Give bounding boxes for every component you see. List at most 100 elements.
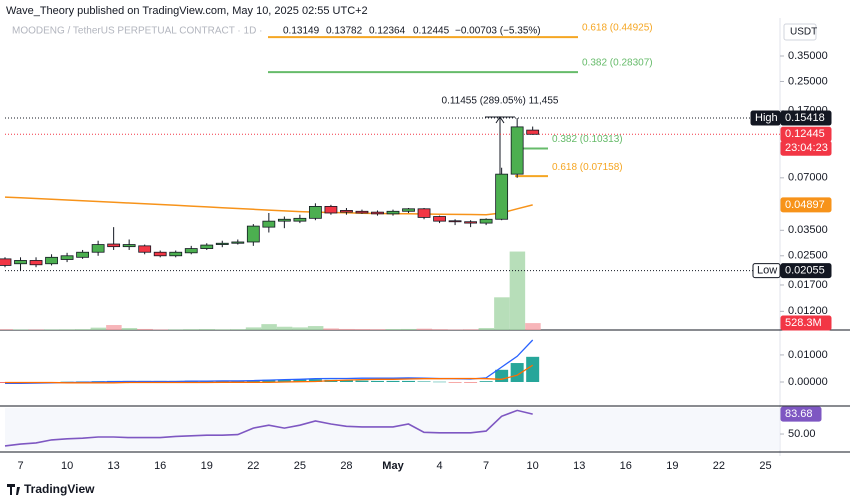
candle-body [215, 242, 229, 245]
price-tag-label: 0.04897 [785, 199, 825, 211]
candle-body [0, 258, 12, 266]
volume-bar [494, 297, 510, 330]
macd-histogram-bar [262, 379, 276, 382]
price-tag-label: 0.12445 [785, 128, 825, 140]
volume-bar [525, 323, 541, 330]
candle-body [200, 244, 214, 249]
volume-bar [447, 329, 464, 330]
volume-bar [323, 328, 339, 330]
volume-bar [75, 329, 91, 330]
currency-box[interactable] [783, 23, 817, 41]
volume-bar [276, 326, 293, 330]
volume-bar [307, 326, 324, 330]
brand-name: TradingView [24, 482, 95, 496]
macd-histogram-bar [370, 380, 384, 382]
y-tick-label: 0.07000 [788, 172, 828, 184]
signal-line [5, 364, 534, 384]
ohlc-change: −0.00703 (−5.35%) [455, 26, 541, 37]
candle-body [448, 220, 462, 223]
x-tick-label: 16 [620, 460, 632, 472]
candle-body [464, 221, 478, 224]
macd-histogram-bar [402, 380, 416, 382]
candle-body [60, 255, 74, 260]
fib-label: 0.618 (0.07158) [552, 162, 623, 173]
candle-body [14, 260, 27, 265]
macd-histogram-bar [479, 381, 493, 382]
volume-bar [432, 329, 448, 330]
x-tick-label: 10 [527, 460, 539, 472]
candle-body [479, 218, 493, 224]
ohlc-close: 0.12445 [413, 26, 450, 37]
y-tick-label: 50.00 [788, 428, 816, 440]
candle-body [246, 225, 260, 243]
candle-body [29, 260, 43, 266]
y-tick-label: 0.25000 [788, 75, 828, 87]
volume-bar [152, 329, 169, 330]
x-tick-label: 19 [666, 460, 678, 472]
symbol-line: MOODENG / TetherUS PERPETUAL CONTRACT · … [12, 26, 310, 37]
candle-body [122, 244, 136, 248]
volume-bar [385, 329, 401, 330]
volume-bar [0, 329, 13, 330]
x-tick-label: 7 [17, 460, 23, 472]
macd-histogram-bar [339, 380, 353, 382]
macd-histogram-bar [448, 381, 462, 383]
price-tag-label: 23:04:23 [785, 142, 828, 154]
volume-bar [478, 328, 495, 330]
ema-line [4, 196, 533, 216]
measure-label: 0.11455 (289.05%) 11,455 [442, 96, 559, 107]
macd-histogram-bar [293, 379, 307, 382]
volume-bar [509, 251, 526, 330]
x-tick-label: May [382, 460, 404, 472]
candle-body [277, 218, 291, 222]
candle-body [433, 216, 446, 222]
volume-bar [416, 328, 433, 330]
x-tick-label: 13 [108, 460, 120, 472]
macd-histogram-bar [510, 363, 524, 382]
measure-arrowhead [495, 116, 505, 124]
candle-body [262, 220, 276, 228]
macd-histogram-bar [355, 380, 369, 382]
y-tick-label: 0.01000 [788, 349, 828, 361]
x-tick-label: 4 [436, 460, 442, 472]
macd-histogram-bar [526, 356, 540, 382]
candle-body [417, 208, 431, 218]
price-tag [780, 140, 832, 156]
volume-bar [106, 325, 122, 330]
volume-bar [214, 329, 231, 330]
candle-body [510, 126, 524, 175]
candle-body [138, 245, 152, 253]
price-tag-label: 0.02055 [785, 265, 825, 277]
macd-pane: 0.01000 0.00000 [0, 339, 828, 388]
candle-body [91, 244, 105, 253]
volume-pane: 528.3M [0, 251, 832, 331]
candle-body [153, 251, 167, 257]
fib-label: 0.382 (0.28307) [582, 58, 653, 69]
y-tick-label: 0.03500 [788, 224, 828, 236]
currency[interactable]: USDT [790, 27, 817, 38]
candle-body [340, 210, 353, 213]
x-tick-label: 25 [294, 460, 306, 472]
y-tick-label: 0.01700 [788, 279, 828, 291]
y-tick-label: 0.00000 [788, 376, 828, 388]
x-tick-label: 28 [340, 460, 352, 472]
macd-histogram-bar [417, 381, 431, 382]
candle-body [184, 248, 198, 254]
brand: TradingView [7, 482, 95, 496]
price-tag-label: 83.68 [785, 408, 813, 420]
price-tag [780, 110, 832, 126]
price-tag-label: 528.3M [785, 317, 822, 329]
volume-bar [354, 329, 370, 330]
candle-body [45, 256, 58, 265]
volume-bar [338, 328, 355, 330]
rsi-pane: 50.00 83.68 [4, 406, 822, 450]
x-tick-label: 22 [247, 460, 259, 472]
price-tag [780, 315, 832, 331]
volume-bar [121, 328, 138, 330]
volume-bar [292, 327, 308, 330]
ohlc-high: 0.13782 [326, 26, 363, 37]
candle-body [324, 205, 338, 214]
candle-body [169, 251, 183, 257]
price-tag-label: 0.15418 [785, 112, 825, 124]
